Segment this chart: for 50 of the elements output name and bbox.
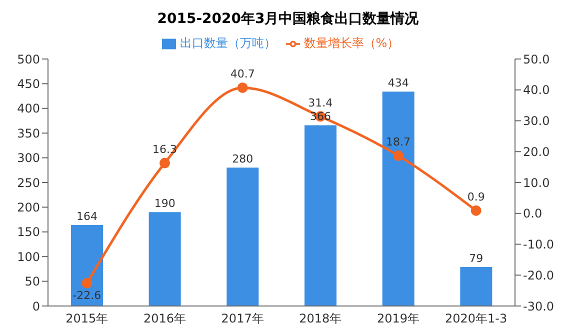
point [237, 82, 248, 93]
point [470, 205, 482, 216]
y2-tick-label: 0.0 [523, 206, 542, 221]
bar [148, 212, 181, 306]
y2-tick-label: 30.0 [523, 114, 550, 128]
y2-tick-label: 10.0 [523, 176, 550, 190]
data-label: 79 [469, 252, 484, 265]
y2-tick-label: -30.0 [523, 299, 554, 314]
y2-tick-label: 40.0 [523, 83, 550, 98]
y-tick-label: 50 [24, 274, 40, 289]
chart-title: 2015-2020年3月中国粮食出口数量情况 [156, 10, 420, 29]
x-tick-label: 2017年 [221, 312, 264, 326]
bar [71, 224, 103, 306]
y2-tick-label: -10.0 [523, 238, 554, 252]
bar [304, 125, 336, 306]
data-label: 18.7 [386, 136, 410, 149]
y-tick-label: 0 [32, 299, 40, 314]
data-label: 190 [154, 197, 176, 210]
y-tick-label: 450 [17, 76, 40, 91]
bar [226, 168, 259, 306]
point [393, 150, 404, 161]
x-tick-label: 2019年 [376, 312, 420, 326]
point [160, 158, 170, 168]
y-tick-label: 100 [17, 250, 40, 264]
legend-label: 出口数量（万吨） [180, 36, 276, 50]
x-tick-label: 2018年 [299, 312, 342, 326]
y-tick-label: 400 [17, 102, 40, 116]
y-tick-label: 350 [17, 126, 40, 140]
y-tick-label: 300 [17, 151, 40, 166]
y2-tick-label: 20.0 [523, 144, 550, 159]
y-tick-label: 200 [17, 200, 40, 214]
bar [382, 92, 414, 306]
data-label: 0.9 [467, 190, 485, 204]
bar [460, 266, 492, 306]
y-tick-label: 150 [17, 225, 40, 240]
x-tick-label: 2020年1-3 [445, 312, 508, 326]
x-tick-label: 2016年 [143, 312, 186, 326]
point [82, 278, 92, 288]
data-label: 31.4 [308, 96, 333, 110]
y-tick-label: 500 [17, 52, 40, 66]
data-label: 434 [388, 76, 409, 90]
x-tick-label: 2015年 [66, 312, 108, 326]
legend-label: 数量增长率（%） [304, 36, 400, 50]
data-label: 280 [232, 152, 254, 166]
data-label: 164 [76, 210, 98, 223]
data-label: 40.7 [230, 68, 255, 81]
y-tick-label: 250 [17, 176, 40, 190]
y2-tick-label: -20.0 [523, 268, 554, 282]
y2-tick-label: 50.0 [523, 52, 550, 66]
data-label: -22.6 [72, 289, 102, 302]
